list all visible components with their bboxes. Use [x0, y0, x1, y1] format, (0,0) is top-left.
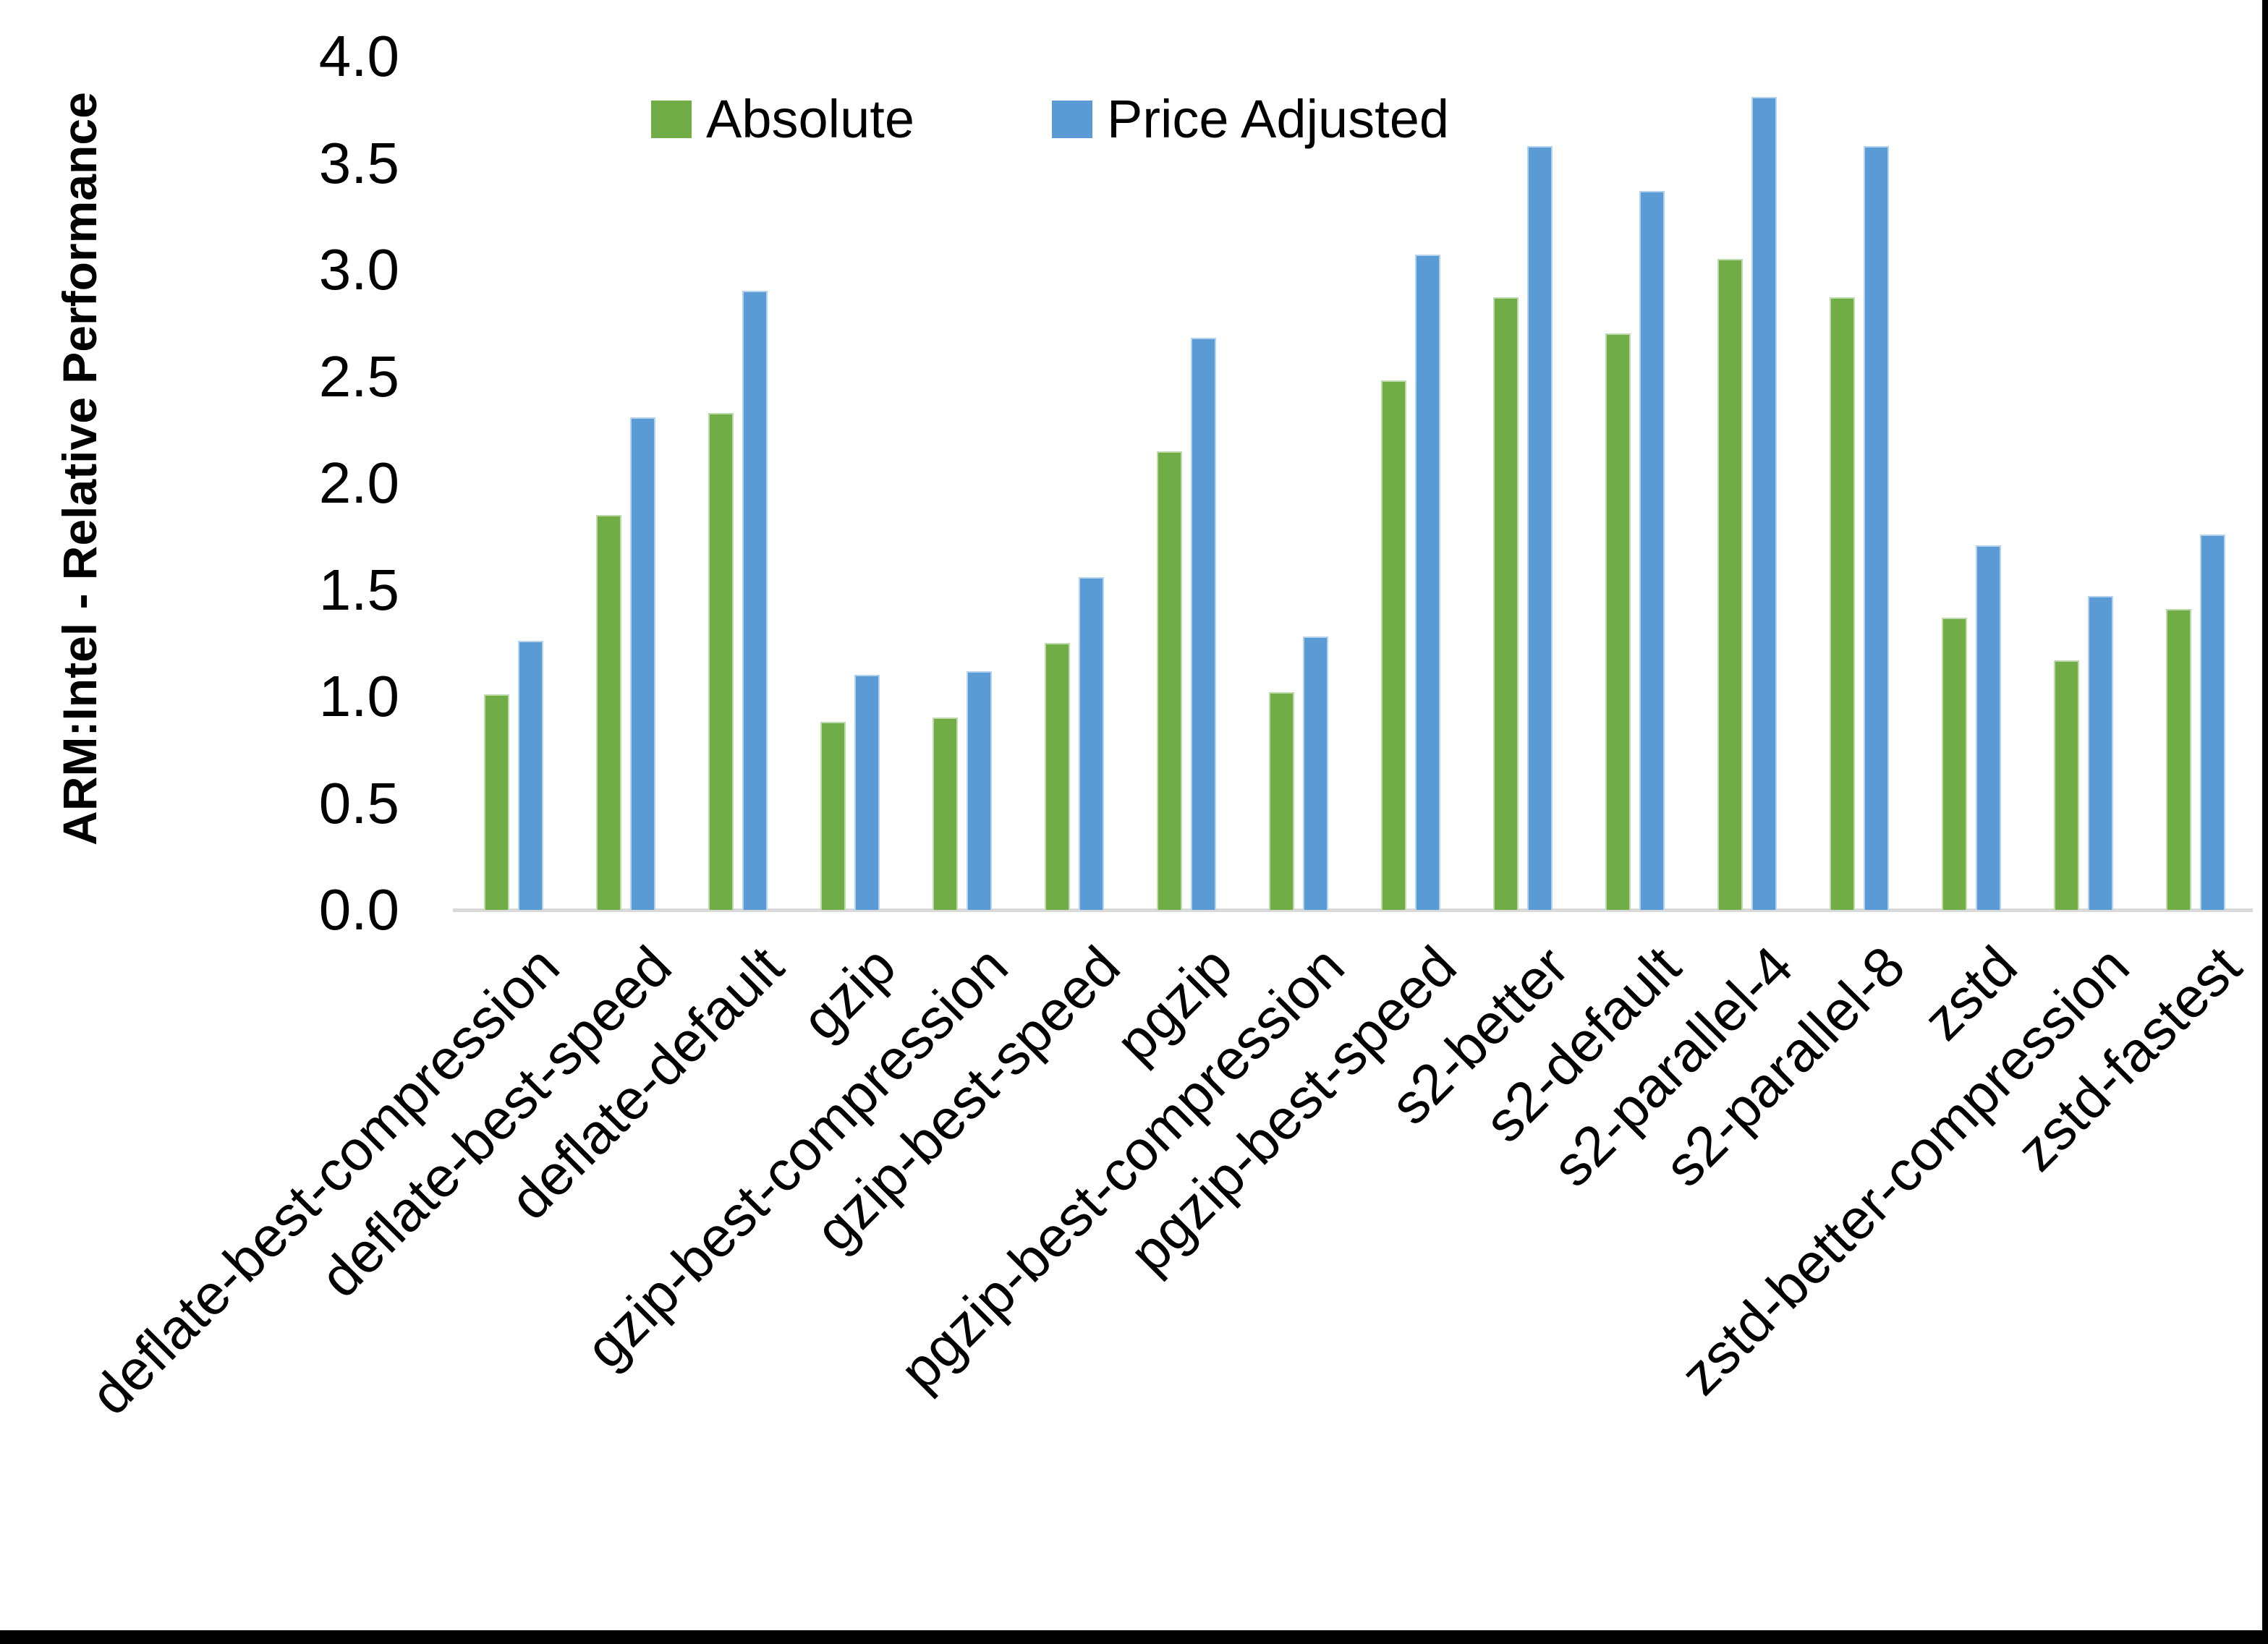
legend-swatch-icon	[651, 100, 692, 138]
bar-absolute	[2054, 660, 2079, 910]
bar-absolute	[1605, 333, 1631, 910]
bar-price-adjusted	[1639, 191, 1665, 910]
bar-absolute	[1045, 643, 1070, 910]
bar-price-adjusted	[630, 417, 655, 910]
legend-swatch-icon	[1051, 100, 1092, 138]
bar-absolute	[484, 694, 509, 910]
legend: Absolute Price Adjusted	[651, 88, 1449, 150]
legend-label: Absolute	[706, 89, 914, 149]
bar-price-adjusted	[1864, 146, 1889, 910]
bar-price-adjusted	[967, 671, 992, 910]
x-axis-line	[453, 908, 2253, 912]
x-category-label: deflate-best-compression	[77, 934, 572, 1427]
y-tick-label: 2.0	[318, 451, 399, 515]
bar-absolute	[933, 717, 958, 910]
bar-absolute	[1942, 618, 1967, 910]
bar-absolute	[1493, 297, 1519, 910]
y-tick-label: 3.0	[318, 237, 399, 302]
legend-item-price-adjusted: Price Adjusted	[1051, 88, 1450, 150]
y-tick-label: 0.5	[318, 770, 399, 835]
bar-absolute	[1717, 259, 1743, 910]
bar-price-adjusted	[1303, 636, 1328, 910]
bar-price-adjusted	[854, 675, 880, 910]
legend-label: Price Adjusted	[1106, 89, 1450, 149]
bar-absolute	[2166, 609, 2191, 910]
bar-absolute	[708, 413, 734, 910]
bar-price-adjusted	[2088, 596, 2113, 910]
y-tick-label: 1.5	[318, 557, 399, 622]
y-tick-label: 3.5	[318, 130, 399, 195]
bar-price-adjusted	[1079, 577, 1104, 910]
bar-price-adjusted	[2200, 534, 2225, 910]
bar-price-adjusted	[1751, 97, 1777, 910]
bar-absolute	[1830, 297, 1855, 910]
legend-item-absolute: Absolute	[651, 88, 914, 150]
bar-price-adjusted	[518, 641, 543, 910]
window-border-bottom	[0, 1630, 2268, 1644]
bar-absolute	[820, 722, 846, 910]
bar-price-adjusted	[742, 291, 768, 910]
bar-absolute	[596, 515, 621, 910]
y-tick-label: 2.5	[318, 344, 399, 409]
bar-price-adjusted	[1191, 338, 1216, 910]
y-tick-label: 1.0	[318, 664, 399, 728]
window-border-right	[2262, 0, 2268, 1644]
bar-price-adjusted	[1415, 255, 1440, 910]
bar-absolute	[1157, 451, 1182, 910]
y-tick-label: 0.0	[318, 877, 399, 942]
bar-price-adjusted	[1527, 146, 1553, 910]
bar-absolute	[1381, 380, 1406, 910]
y-tick-label: 4.0	[318, 24, 399, 88]
bar-price-adjusted	[1976, 545, 2001, 910]
bar-absolute	[1269, 692, 1294, 910]
y-axis-title: ARM:Intel - Relative Performance	[53, 92, 106, 846]
